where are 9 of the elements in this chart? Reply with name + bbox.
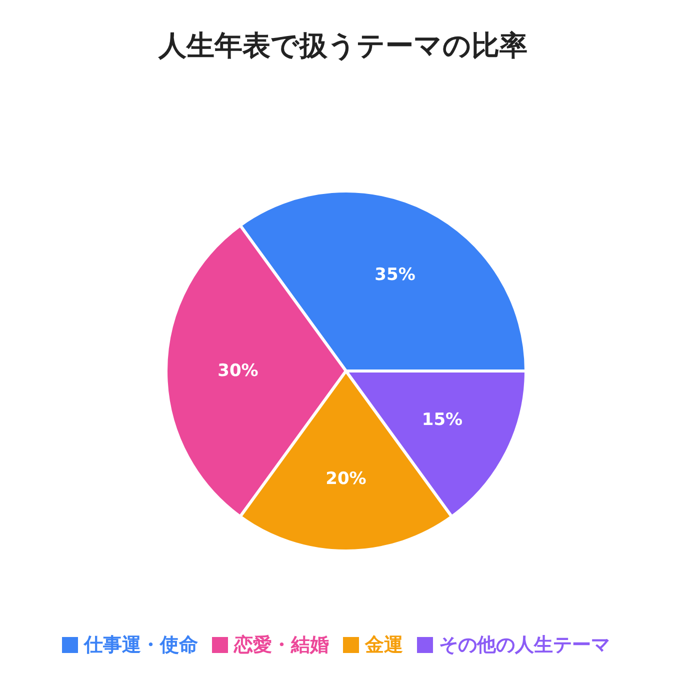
legend-label: 仕事運・使命	[83, 634, 198, 656]
legend-label: 金運	[364, 634, 403, 656]
chart-title: 人生年表で扱うテーマの比率	[158, 29, 528, 62]
legend-label: その他の人生テーマ	[439, 634, 610, 656]
data-label: 20%	[326, 469, 366, 489]
legend-label: 恋愛・結婚	[233, 634, 329, 656]
data-label: 35%	[374, 264, 416, 285]
data-label: 15%	[422, 410, 463, 430]
data-label: 30%	[218, 361, 258, 381]
